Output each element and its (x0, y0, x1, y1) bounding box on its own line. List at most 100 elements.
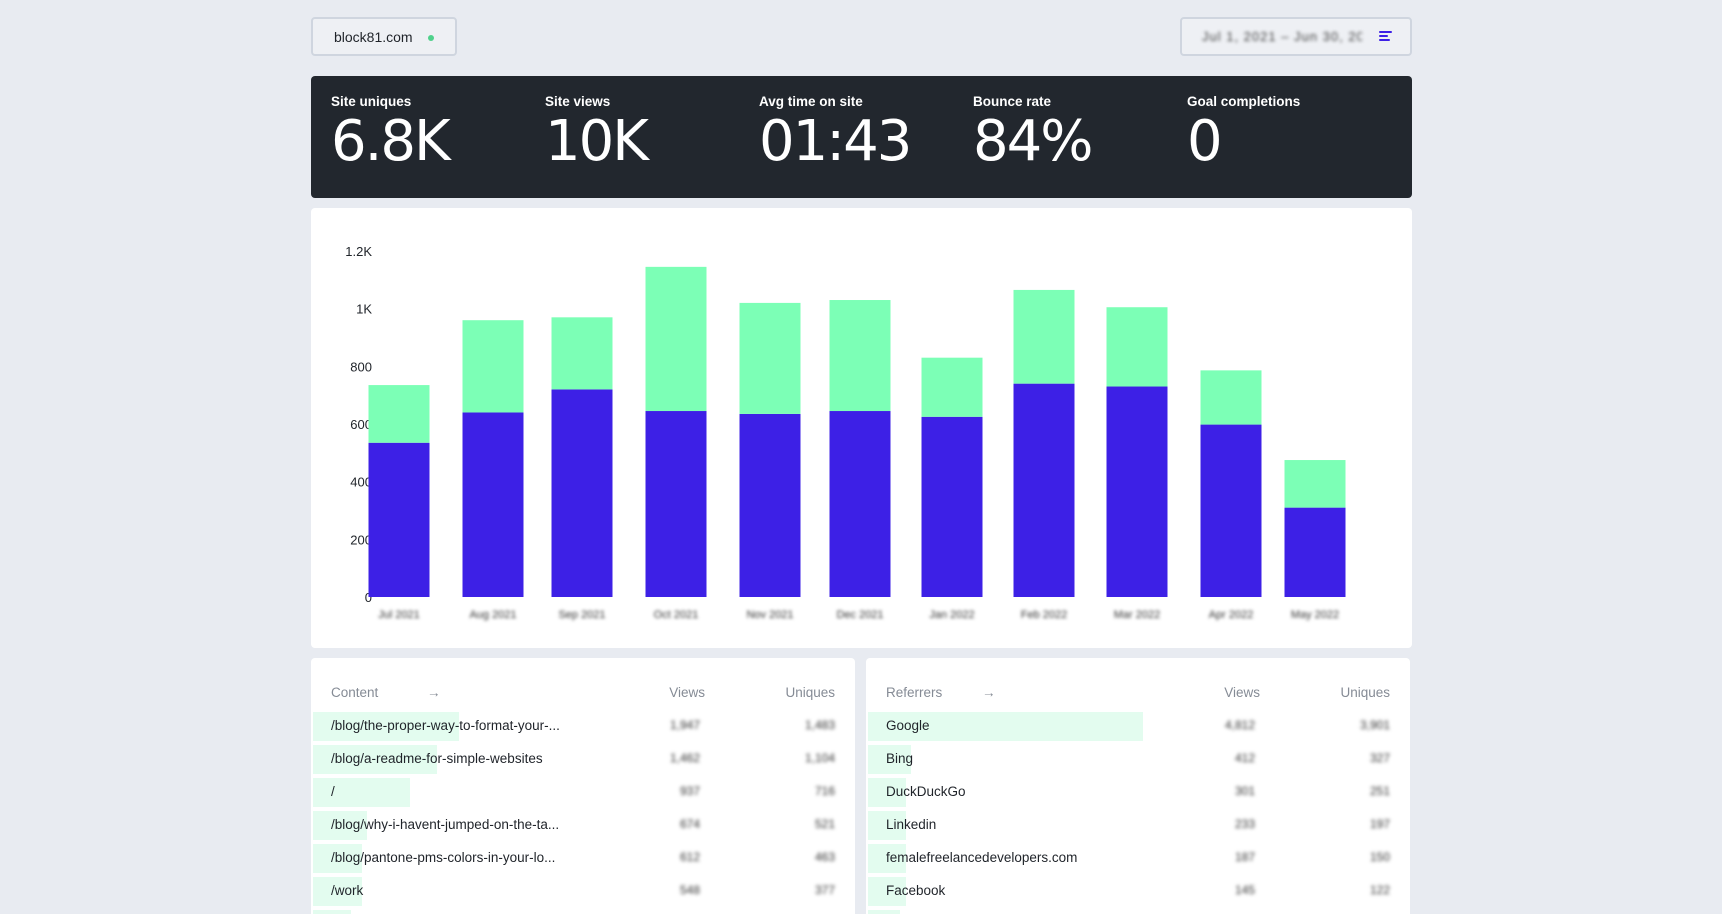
stat-value: 0 (1187, 109, 1223, 174)
content-row[interactable]: /blog/a-readme-for-simple-websites 1,462 1… (311, 743, 855, 776)
referrer-row[interactable]: Linkedin 233 197 (866, 809, 1410, 842)
bar-uniques[interactable] (1013, 383, 1075, 597)
bar-views[interactable] (645, 266, 707, 412)
share-bar (868, 844, 906, 873)
bar-uniques[interactable] (739, 413, 801, 597)
row-uniques: 463 (814, 850, 835, 864)
row-views: 937 (679, 784, 700, 798)
bar-uniques[interactable] (1106, 386, 1168, 597)
bar-uniques[interactable] (921, 416, 983, 597)
bar-views[interactable] (1284, 460, 1346, 508)
bar-uniques[interactable] (1284, 507, 1346, 597)
content-row[interactable]: /blog/the-proper-way-to-format-your-... 1… (311, 710, 855, 743)
referrer-row[interactable]: Bing 412 327 (866, 743, 1410, 776)
x-tick-label: Mar 2022 (1114, 609, 1160, 621)
row-uniques: 716 (814, 784, 835, 798)
referrer-row[interactable]: Twitter9886 (866, 908, 1410, 914)
bar-uniques[interactable] (645, 411, 707, 597)
stat-site-uniques[interactable]: Site uniques 6.8K (331, 94, 531, 173)
bar-views[interactable] (829, 300, 891, 412)
content-row[interactable]: / 937 716 (311, 776, 855, 809)
uniques-column-header: Uniques (1340, 685, 1390, 700)
stat-label: Goal completions (1187, 94, 1301, 109)
x-tick-label: May 2022 (1291, 609, 1339, 621)
row-uniques: 197 (1369, 817, 1390, 831)
views-chart: 0 200 400 600 800 1K 1.2K Jul 2021 Aug 2021 Sep 2… (345, 244, 1346, 621)
x-tick-label: Jan 2022 (929, 609, 974, 621)
bar-uniques[interactable] (551, 389, 613, 597)
referrer-row[interactable]: Google 4,812 3,901 (866, 710, 1410, 743)
y-tick-label: 600 (350, 417, 372, 432)
content-list: /blog/the-proper-way-to-format-your-... 1… (311, 710, 855, 914)
y-tick-label: 400 (350, 475, 372, 490)
menu-icon[interactable] (1379, 31, 1392, 42)
share-bar (868, 910, 901, 914)
y-tick-label: 800 (350, 359, 372, 374)
row-uniques: 150 (1369, 850, 1390, 864)
referrers-title: Referrers (886, 685, 943, 700)
bar-uniques[interactable] (368, 442, 430, 597)
row-name: / (331, 784, 335, 799)
x-tick-label: Apr 2022 (1209, 609, 1254, 621)
content-panel: Content → Views Uniques /blog/the-proper… (311, 658, 855, 914)
bar-views[interactable] (739, 302, 801, 414)
views-column-header: Views (1224, 685, 1260, 700)
bar-views[interactable] (1106, 307, 1168, 387)
bar-uniques[interactable] (1200, 424, 1262, 597)
row-uniques: 1,104 (804, 751, 835, 765)
arrow-right-icon[interactable]: → (982, 685, 996, 700)
share-bar (868, 877, 906, 906)
bar-views[interactable] (368, 385, 430, 443)
stat-avg-time[interactable]: Avg time on site 01:43 (759, 94, 959, 173)
row-views: 4,812 (1224, 718, 1255, 732)
referrer-row[interactable]: DuckDuckGo 301 251 (866, 776, 1410, 809)
row-views: 674 (679, 817, 700, 831)
x-tick-label: Dec 2021 (836, 609, 883, 621)
stats-panel: Site uniques 6.8K Site views 10K Avg tim… (311, 76, 1412, 198)
stat-label: Site views (545, 94, 611, 109)
referrer-row[interactable]: Facebook 145 122 (866, 875, 1410, 908)
x-tick-label: Jul 2021 (378, 609, 420, 621)
stat-value: 01:43 (759, 109, 912, 174)
bar-views[interactable] (1013, 289, 1075, 384)
bar-uniques[interactable] (462, 412, 524, 597)
site-name: block81.com (334, 28, 413, 45)
bar-uniques[interactable] (829, 411, 891, 597)
content-row[interactable]: /about410301 (311, 908, 855, 914)
bar-views[interactable] (551, 317, 613, 390)
row-views: 187 (1234, 850, 1255, 864)
row-name: /blog/pantone-pms-colors-in-your-lo... (331, 850, 556, 865)
stat-goal-completions[interactable]: Goal completions 0 (1187, 94, 1387, 173)
row-name: DuckDuckGo (886, 784, 966, 799)
x-tick-label: Nov 2021 (746, 609, 793, 621)
content-title: Content (331, 685, 379, 700)
x-tick-label: Oct 2021 (654, 609, 699, 621)
bar-views[interactable] (462, 320, 524, 413)
content-row[interactable]: /blog/pantone-pms-colors-in-your-lo... 61… (311, 842, 855, 875)
referrers-list: Google 4,812 3,901 Bing 412 327 DuckDuckGo 301 2… (866, 710, 1410, 914)
referrer-row[interactable]: femalefreelancedevelopers.com 187 150 (866, 842, 1410, 875)
x-tick-label: Sep 2021 (558, 609, 605, 621)
site-selector-button[interactable]: block81.com (311, 17, 457, 56)
status-dot-icon (428, 35, 434, 41)
share-bar (868, 712, 1144, 741)
arrow-right-icon[interactable]: → (427, 685, 441, 700)
row-name: /work (331, 883, 364, 898)
date-range-button[interactable]: Jul 1, 2021 – Jun 30, 2022 (1180, 17, 1412, 56)
share-bar (313, 910, 351, 914)
date-range-label: Jul 1, 2021 – Jun 30, 2022 (1202, 29, 1362, 44)
stat-site-views[interactable]: Site views 10K (545, 94, 745, 173)
stat-value: 84% (973, 109, 1093, 174)
content-row[interactable]: /work 548 377 (311, 875, 855, 908)
bar-views[interactable] (1200, 370, 1262, 425)
row-uniques: 377 (814, 883, 835, 897)
chart-card: 0 200 400 600 800 1K 1.2K Jul 2021 Aug 2021 Sep 2… (311, 208, 1412, 648)
stat-bounce-rate[interactable]: Bounce rate 84% (973, 94, 1173, 173)
row-name: Facebook (886, 883, 946, 898)
stat-value: 10K (545, 109, 649, 174)
row-uniques: 521 (814, 817, 835, 831)
bar-views[interactable] (921, 357, 983, 417)
row-name: /blog/why-i-havent-jumped-on-the-ta... (331, 817, 560, 832)
row-views: 145 (1234, 883, 1255, 897)
content-row[interactable]: /blog/why-i-havent-jumped-on-the-ta... 67… (311, 809, 855, 842)
